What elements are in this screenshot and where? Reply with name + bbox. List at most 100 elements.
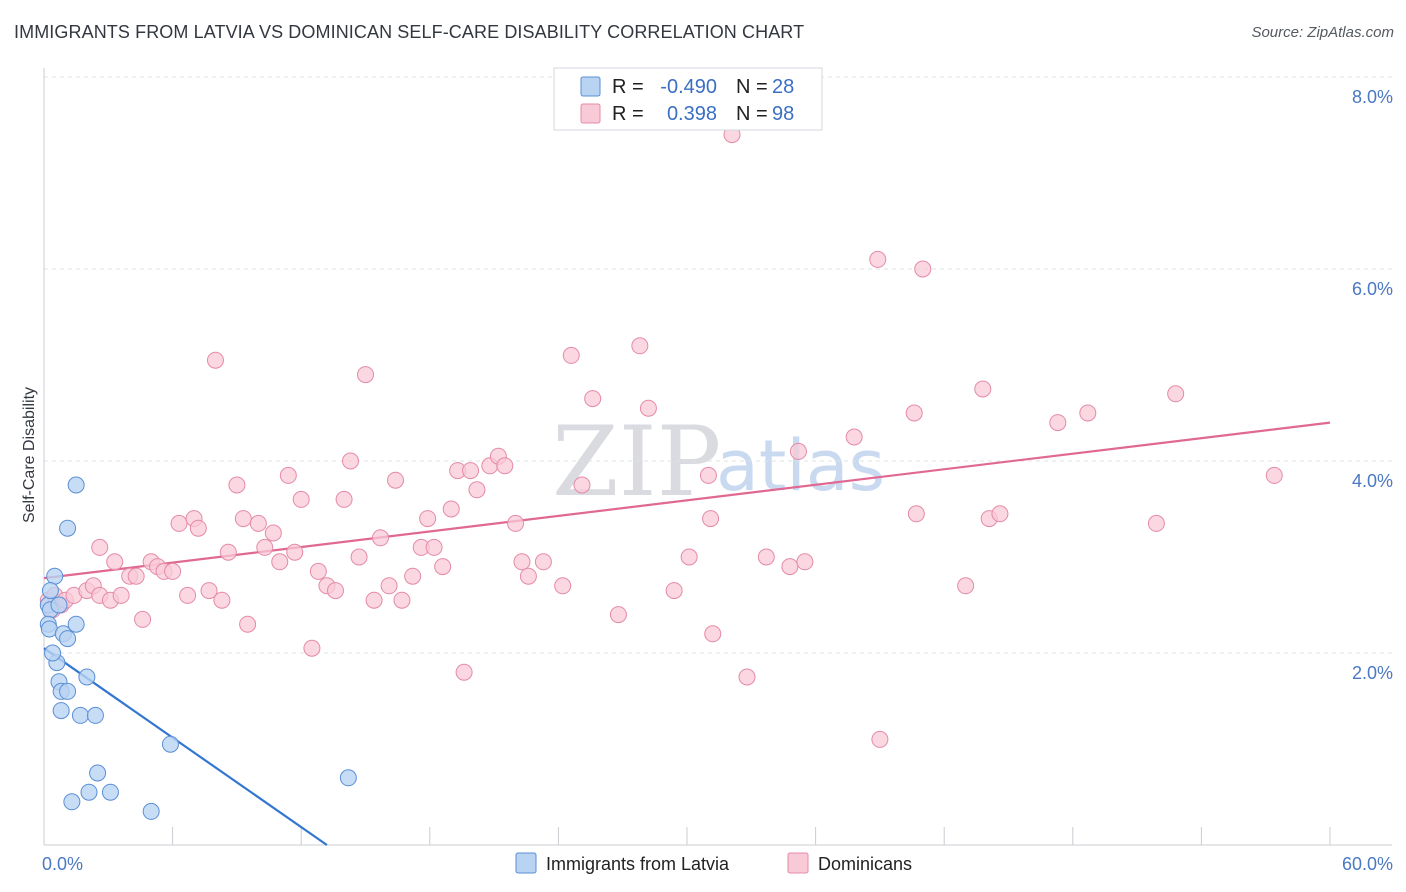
point-dominicans-27: [219, 543, 237, 561]
point-dominicans-30: [239, 615, 257, 633]
point-dominicans-74: [639, 399, 657, 417]
point-dominicans-95: [991, 505, 1009, 523]
point-dominicans-84: [789, 442, 807, 460]
bottom-legend-label-dominicans: Dominicans: [818, 854, 912, 874]
point-dominicans-43: [341, 452, 359, 470]
tick-labels: 2.0% 4.0% 6.0% 8.0% 0.0% 60.0%: [42, 87, 1393, 874]
point-dominicans-89: [905, 404, 923, 422]
point-dominicans-10: [91, 538, 109, 556]
point-dominicans-45: [357, 366, 374, 384]
legend-swatch-dominicans: [580, 103, 601, 124]
point-dominicans-51: [404, 567, 422, 585]
point-latvia-4: [46, 567, 64, 585]
point-latvia-22: [63, 793, 81, 811]
legend-r-label-latvia: R =: [612, 76, 644, 98]
point-latvia-26: [44, 644, 62, 662]
series-legend: Immigrants from Latvia Dominicans: [515, 852, 912, 874]
y-tick-label-2: 6.0%: [1352, 279, 1393, 299]
point-latvia-10: [67, 615, 85, 633]
point-dominicans-60: [468, 481, 486, 499]
point-latvia-25: [339, 769, 357, 787]
point-latvia-6: [67, 476, 85, 494]
point-dominicans-33: [264, 524, 282, 542]
point-dominicans-34: [271, 553, 289, 571]
legend-r-label-dominicans: R =: [612, 103, 644, 125]
point-dominicans-69: [562, 346, 580, 364]
point-dominicans-100: [1265, 466, 1283, 484]
point-dominicans-90: [907, 505, 925, 523]
bottom-legend-swatch-dominicans: [787, 852, 809, 874]
point-dominicans-19: [164, 562, 182, 580]
point-dominicans-93: [974, 380, 992, 398]
point-dominicans-78: [699, 466, 717, 484]
point-dominicans-21: [179, 586, 197, 604]
axes: [43, 68, 1392, 846]
point-latvia-16: [52, 702, 70, 720]
point-latvia-20: [80, 783, 98, 801]
point-latvia-9: [59, 630, 77, 648]
point-dominicans-82: [757, 548, 775, 566]
point-latvia-19: [89, 764, 107, 782]
point-dominicans-56: [442, 500, 460, 518]
point-dominicans-77: [702, 510, 720, 528]
bottom-legend-label-latvia: Immigrants from Latvia: [546, 854, 730, 874]
point-latvia-5: [41, 582, 59, 600]
point-dominicans-97: [1079, 404, 1097, 422]
point-dominicans-44: [350, 548, 368, 566]
point-dominicans-66: [519, 567, 537, 585]
y-axis-label: Self-Care Disability: [21, 387, 38, 523]
point-dominicans-65: [513, 553, 531, 571]
legend-n-value-dominicans: 98: [772, 103, 794, 125]
point-dominicans-75: [665, 582, 683, 600]
point-dominicans-29: [234, 510, 252, 528]
watermark-zip: ZIP: [552, 406, 721, 518]
y-tick-label-3: 8.0%: [1352, 87, 1393, 107]
point-dominicans-70: [573, 476, 591, 494]
point-dominicans-53: [419, 510, 437, 528]
point-dominicans-88: [871, 730, 889, 748]
point-dominicans-55: [434, 558, 452, 576]
point-dominicans-48: [380, 577, 398, 595]
point-dominicans-23: [189, 519, 207, 537]
legend-r-value-latvia: -0.490: [660, 76, 717, 98]
point-dominicans-63: [496, 457, 514, 475]
x-tick-label-1: 60.0%: [1342, 854, 1393, 874]
point-dominicans-87: [869, 250, 887, 268]
point-dominicans-50: [393, 591, 411, 609]
point-dominicans-35: [279, 466, 297, 484]
point-dominicans-25: [206, 351, 224, 369]
point-dominicans-32: [256, 538, 274, 556]
y-tick-label-0: 2.0%: [1352, 663, 1393, 683]
series-dominicans: [39, 126, 1283, 748]
point-latvia-27: [50, 596, 68, 614]
point-dominicans-37: [292, 490, 310, 508]
point-dominicans-91: [914, 260, 932, 278]
point-dominicans-11: [106, 553, 124, 571]
point-latvia-21: [101, 783, 119, 801]
chart-title: IMMIGRANTS FROM LATVIA VS DOMINICAN SELF…: [14, 22, 805, 42]
legend-n-value-latvia: 28: [772, 76, 794, 98]
point-dominicans-83: [781, 558, 799, 576]
point-dominicans-86: [845, 428, 863, 446]
legend-n-label-dominicans: N =: [736, 103, 768, 125]
bottom-legend-swatch-latvia: [515, 852, 537, 874]
point-dominicans-41: [326, 582, 344, 600]
point-dominicans-54: [425, 538, 443, 556]
point-dominicans-20: [170, 514, 188, 532]
point-latvia-7: [59, 519, 77, 537]
point-dominicans-98: [1147, 514, 1165, 532]
source-label: Source: ZipAtlas.com: [1251, 24, 1394, 41]
point-dominicans-72: [609, 606, 627, 624]
point-latvia-17: [71, 706, 89, 724]
point-dominicans-39: [309, 562, 327, 580]
point-dominicans-59: [462, 462, 480, 480]
legend-swatch-latvia: [580, 76, 601, 97]
point-dominicans-49: [387, 471, 405, 489]
point-dominicans-31: [249, 514, 267, 532]
point-dominicans-15: [134, 610, 152, 628]
point-dominicans-58: [455, 663, 473, 681]
point-dominicans-28: [228, 476, 246, 494]
point-dominicans-99: [1167, 385, 1185, 403]
point-dominicans-73: [631, 337, 649, 355]
